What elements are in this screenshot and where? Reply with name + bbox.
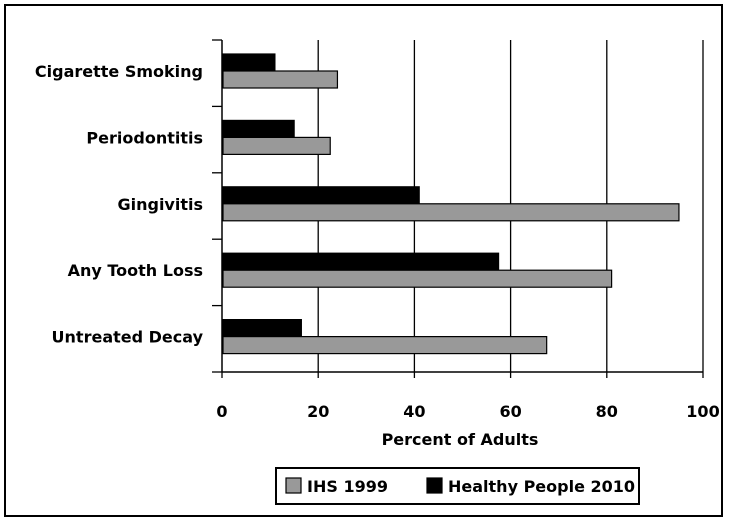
bar-healthy-people-2010 <box>222 119 295 139</box>
bar-healthy-people-2010 <box>222 252 500 271</box>
legend-swatch <box>285 477 302 494</box>
bar-healthy-people-2010 <box>222 53 276 72</box>
bar-ihs-1999 <box>222 269 613 288</box>
legend-box <box>275 467 640 505</box>
legend-label: Healthy People 2010 <box>448 477 635 496</box>
bar-ihs-1999 <box>222 136 331 155</box>
category-label: Gingivitis <box>117 195 203 214</box>
x-tick-label: 20 <box>307 402 329 421</box>
x-tick-label: 0 <box>216 402 227 421</box>
category-label: Untreated Decay <box>52 328 204 347</box>
x-tick-label: 80 <box>596 402 618 421</box>
legend-swatch <box>426 477 443 494</box>
category-label: Periodontitis <box>86 128 203 147</box>
bar-ihs-1999 <box>222 70 339 89</box>
category-label: Cigarette Smoking <box>35 62 203 81</box>
x-tick-labels: 0 20 40 60 80 100 <box>216 402 719 421</box>
bar-ihs-1999 <box>222 203 680 222</box>
x-axis-title: Percent of Adults <box>382 430 539 449</box>
category-label: Any Tooth Loss <box>68 261 203 280</box>
x-tick-label: 60 <box>499 402 521 421</box>
bars <box>222 53 680 355</box>
bar-ihs-1999 <box>222 336 548 355</box>
axes <box>212 39 704 378</box>
category-labels: Cigarette Smoking Periodontitis Gingivitis… <box>35 62 204 347</box>
legend: IHS 1999 Healthy People 2010 <box>275 467 640 505</box>
legend-label: IHS 1999 <box>307 477 388 496</box>
x-tick-label: 100 <box>686 402 719 421</box>
x-tick-label: 40 <box>403 402 425 421</box>
bar-healthy-people-2010 <box>222 186 420 205</box>
bar-healthy-people-2010 <box>222 319 302 338</box>
